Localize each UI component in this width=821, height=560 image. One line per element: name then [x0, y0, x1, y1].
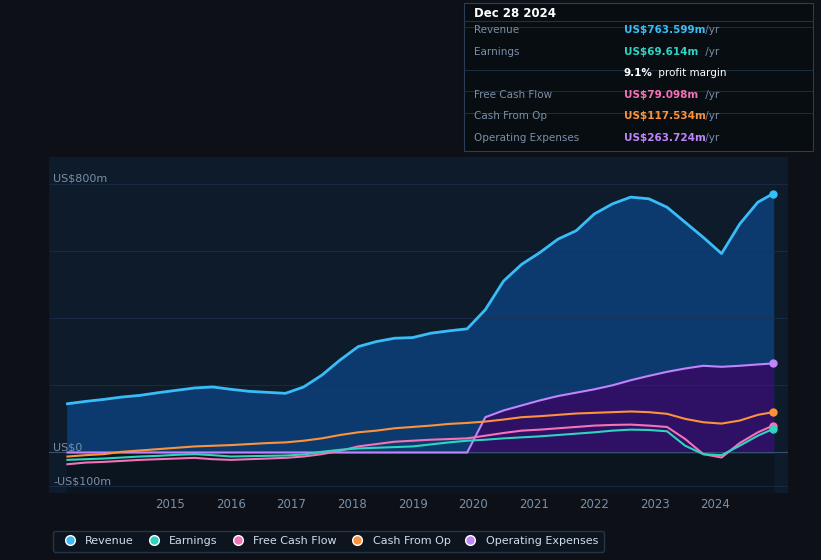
Text: US$263.724m: US$263.724m	[624, 133, 706, 143]
Text: /yr: /yr	[702, 111, 719, 121]
Text: Operating Expenses: Operating Expenses	[474, 133, 579, 143]
Text: /yr: /yr	[702, 90, 719, 100]
Text: 9.1%: 9.1%	[624, 68, 653, 78]
Text: /yr: /yr	[702, 25, 719, 35]
Text: /yr: /yr	[702, 133, 719, 143]
Text: -US$100m: -US$100m	[53, 476, 111, 486]
Text: Earnings: Earnings	[474, 46, 519, 57]
Text: US$0: US$0	[53, 442, 82, 452]
Text: US$117.534m: US$117.534m	[624, 111, 706, 121]
Text: US$79.098m: US$79.098m	[624, 90, 698, 100]
Text: US$763.599m: US$763.599m	[624, 25, 705, 35]
Text: profit margin: profit margin	[655, 68, 727, 78]
Text: /yr: /yr	[702, 46, 719, 57]
Text: Dec 28 2024: Dec 28 2024	[474, 7, 556, 20]
Legend: Revenue, Earnings, Free Cash Flow, Cash From Op, Operating Expenses: Revenue, Earnings, Free Cash Flow, Cash …	[53, 530, 604, 552]
Text: Cash From Op: Cash From Op	[474, 111, 547, 121]
Text: US$69.614m: US$69.614m	[624, 46, 699, 57]
Text: Free Cash Flow: Free Cash Flow	[474, 90, 552, 100]
Text: Revenue: Revenue	[474, 25, 519, 35]
Text: US$800m: US$800m	[53, 174, 108, 184]
